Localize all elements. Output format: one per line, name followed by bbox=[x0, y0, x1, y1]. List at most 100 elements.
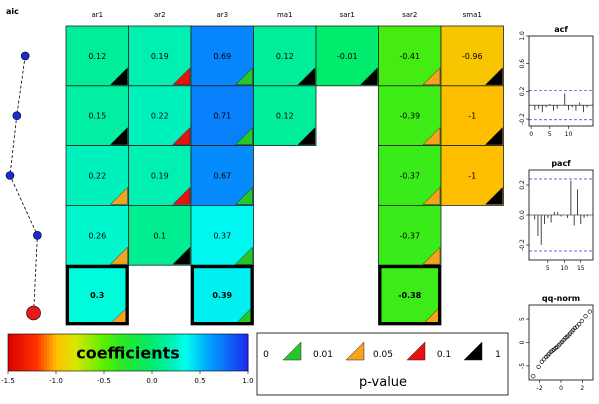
pacf-xtick-label-2: 15 bbox=[577, 265, 585, 272]
pvalue-triangle-3-1 bbox=[172, 246, 191, 265]
heatmap-column-label-sma1: sma1 bbox=[463, 11, 482, 19]
pvalue-triangle-2-0 bbox=[109, 186, 128, 205]
aic-point-3 bbox=[33, 231, 42, 240]
pvalue-triangle-1-0 bbox=[109, 126, 128, 145]
colorbar-segment-9 bbox=[35, 334, 39, 371]
heatmap-cell-3-2 bbox=[190, 204, 254, 266]
colorbar-segment-28 bbox=[92, 334, 96, 371]
heatmap-column-label-sar1: sar1 bbox=[340, 11, 355, 19]
colorbar-segment-17 bbox=[59, 334, 63, 371]
colorbar-segment-79 bbox=[245, 334, 249, 371]
pacf-title: pacf bbox=[551, 159, 571, 168]
colorbar-segment-25 bbox=[83, 334, 87, 371]
pvalue-triangle-1-3 bbox=[297, 126, 316, 145]
colorbar-segment-73 bbox=[227, 334, 231, 371]
colorbar-segment-22 bbox=[74, 334, 78, 371]
heatmap-value-3-5: -0.37 bbox=[399, 231, 420, 240]
colorbar-segment-30 bbox=[98, 334, 102, 371]
aic-title: aic bbox=[6, 7, 19, 16]
colorbar-segment-11 bbox=[41, 334, 45, 371]
pvalue-label: p-value bbox=[359, 375, 407, 390]
pvalue-triangle-3-0 bbox=[109, 246, 128, 265]
pvalue-triangle-3-5 bbox=[422, 246, 441, 265]
qq-ytick-label-0: -5 bbox=[519, 363, 526, 369]
acf-panel: acf -0.2 0.2 0.6 1.0 0 5 10 bbox=[519, 25, 594, 138]
acf-ytick-label-1: 0.2 bbox=[519, 86, 526, 96]
colorbar-segment-19 bbox=[65, 334, 69, 371]
colorbar-tick-label-0: -1.5 bbox=[1, 377, 15, 385]
colorbar-segment-76 bbox=[236, 334, 240, 371]
pvalue-triangle-3-2 bbox=[234, 246, 253, 265]
heatmap-column-label-ar2: ar2 bbox=[154, 11, 166, 19]
colorbar-tick-label-5: 1.0 bbox=[242, 377, 253, 385]
pacf-ytick-label-2: 0.2 bbox=[519, 180, 526, 190]
heatmap-value-2-2: 0.67 bbox=[213, 172, 231, 181]
colorbar-segment-29 bbox=[95, 334, 99, 371]
heatmap-cell-1-0 bbox=[65, 85, 129, 147]
heatmap-value-2-1: 0.19 bbox=[151, 172, 169, 181]
heatmap-cell-3-1 bbox=[128, 204, 192, 266]
heatmap-value-4-0: 0.3 bbox=[90, 291, 104, 300]
colorbar-segment-16 bbox=[56, 334, 60, 371]
acf-xtick-label-2: 10 bbox=[565, 131, 573, 138]
heatmap-value-1-2: 0.71 bbox=[213, 112, 231, 121]
heatmap-cell-0-5 bbox=[378, 25, 442, 87]
colorbar-segment-68 bbox=[212, 334, 216, 371]
heatmap-column-label-ar3: ar3 bbox=[216, 11, 228, 19]
colorbar-segment-20 bbox=[68, 334, 72, 371]
heatmap-value-0-6: -0.96 bbox=[462, 52, 483, 61]
colorbar-segment-13 bbox=[47, 334, 51, 371]
pvalue-break-3: 0.1 bbox=[437, 350, 451, 360]
pvalue-break-1: 0.01 bbox=[313, 350, 333, 360]
best-model-border-2 bbox=[191, 265, 254, 326]
colorbar-segment-67 bbox=[209, 334, 213, 371]
qq-point-27 bbox=[587, 309, 592, 314]
pacf-ytick-label-1: 0.0 bbox=[519, 210, 526, 220]
qq-point-23 bbox=[574, 324, 580, 329]
pacf-xtick-label-1: 10 bbox=[560, 265, 568, 272]
pacf-ytick-label-0: -0.2 bbox=[519, 239, 526, 251]
best-model-border-0 bbox=[66, 265, 129, 326]
colorbar-segment-78 bbox=[242, 334, 246, 371]
heatmap-value-1-6: -1 bbox=[468, 112, 476, 121]
pvalue-break-2: 0.05 bbox=[373, 350, 393, 360]
qq-point-1 bbox=[536, 364, 541, 369]
colorbar-segment-42 bbox=[134, 334, 138, 371]
colorbar-segment-24 bbox=[80, 334, 84, 371]
heatmap-value-4-5: -0.38 bbox=[398, 291, 421, 300]
colorbar-segment-1 bbox=[11, 334, 15, 371]
colorbar-segment-59 bbox=[185, 334, 189, 371]
qq-xtick-label-2: 2 bbox=[580, 385, 584, 392]
acf-frame bbox=[528, 35, 594, 127]
qq-panel: qq-norm -2 0 2 -5 0 5 bbox=[519, 294, 594, 392]
colorbar-segment-75 bbox=[233, 334, 237, 371]
colorbar-segment-6 bbox=[26, 334, 30, 371]
colorbar-segment-3 bbox=[17, 334, 21, 371]
pvalue-triangle-0-2 bbox=[234, 67, 253, 86]
colorbar-segment-32 bbox=[104, 334, 108, 371]
pvalue-triangle-2-2 bbox=[234, 186, 253, 205]
colorbar-segment-47 bbox=[149, 334, 153, 371]
pvalue-legend: 0 0.01 0.05 0.1 1 p-value bbox=[256, 332, 509, 396]
heatmap-cell-2-2 bbox=[190, 145, 254, 206]
heatmap-value-0-1: 0.19 bbox=[151, 52, 169, 61]
pvalue-legend-triangle-black bbox=[463, 341, 483, 361]
colorbar-segment-57 bbox=[179, 334, 183, 371]
colorbar-segment-38 bbox=[122, 334, 126, 371]
pvalue-break-4: 1 bbox=[495, 350, 501, 360]
colorbar-segment-48 bbox=[152, 334, 156, 371]
qq-ytick-label-2: 5 bbox=[519, 317, 526, 321]
pvalue-legend-triangle-green bbox=[282, 341, 302, 361]
pvalue-triangle-0-5 bbox=[422, 67, 441, 86]
heatmap-value-0-4: -0.01 bbox=[337, 52, 358, 61]
best-model-border-5 bbox=[378, 265, 441, 326]
pvalue-triangle-1-1 bbox=[172, 126, 191, 145]
heatmap-value-4-2: 0.39 bbox=[212, 291, 232, 300]
aic-point-0 bbox=[20, 51, 30, 61]
acf-xtick-label-0: 0 bbox=[529, 131, 533, 138]
colorbar-segment-66 bbox=[206, 334, 210, 371]
pvalue-triangle-0-1 bbox=[172, 67, 191, 86]
heatmap-cell-0-6 bbox=[440, 25, 504, 87]
colorbar-segment-26 bbox=[86, 334, 90, 371]
